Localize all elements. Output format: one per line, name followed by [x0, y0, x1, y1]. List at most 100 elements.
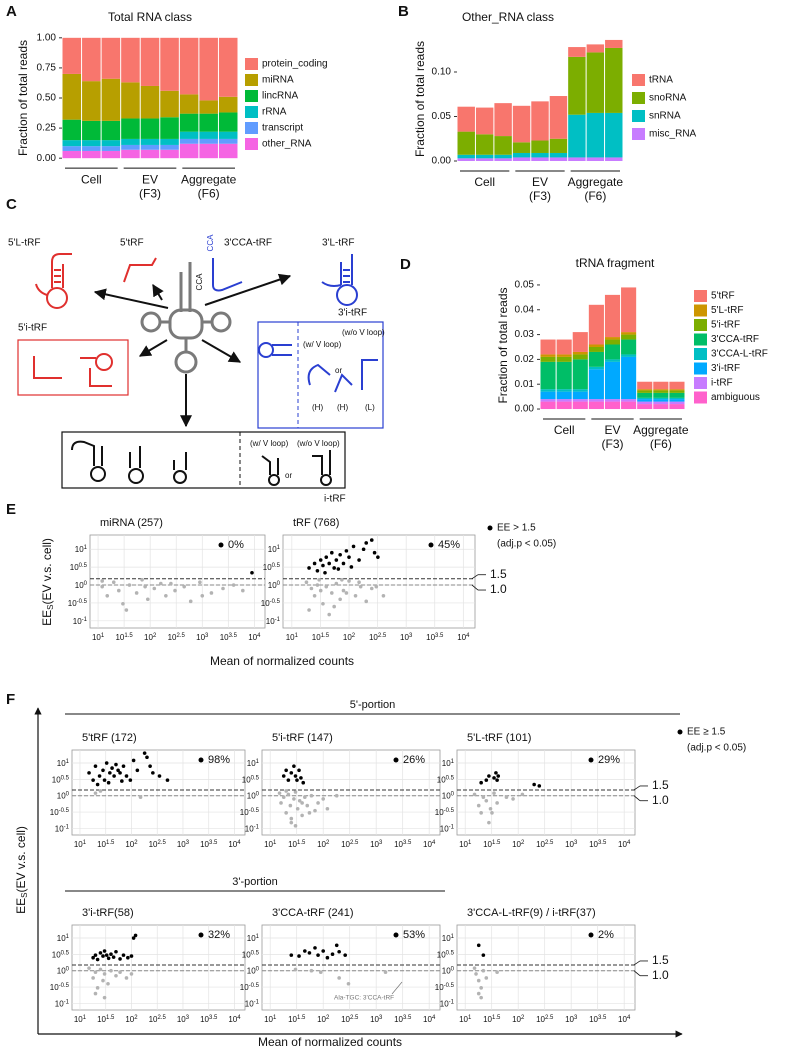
- point: [151, 771, 155, 775]
- bar-segment: [199, 100, 218, 114]
- tick-exponent: 1.5: [297, 840, 306, 846]
- annotation-marker: [393, 932, 399, 938]
- bar-segment: [121, 144, 140, 150]
- point: [316, 953, 320, 957]
- bar-segment: [160, 144, 179, 150]
- legend-label: miRNA: [262, 75, 294, 86]
- bar-segment: [588, 346, 604, 352]
- group-label: Cell: [554, 423, 575, 437]
- annotation-marker: [393, 757, 399, 763]
- tick-base: 10: [565, 1015, 574, 1024]
- bar-segment: [556, 356, 572, 362]
- section-header: 5'-portion: [350, 699, 396, 711]
- tick-exponent: 4: [466, 633, 470, 639]
- point: [337, 949, 341, 954]
- x-tick-label: 102.5: [536, 1015, 554, 1025]
- label-arrow: [633, 960, 641, 966]
- point: [293, 824, 298, 828]
- point: [101, 768, 105, 773]
- point: [289, 953, 294, 957]
- point: [93, 953, 98, 957]
- tick-exponent: 3.5: [209, 840, 218, 846]
- point: [100, 579, 104, 583]
- point: [108, 771, 112, 775]
- bar-segment: [637, 390, 653, 393]
- tick-exponent: 3: [186, 840, 190, 846]
- bar-segment: [540, 401, 556, 410]
- tick-exponent: 3.5: [403, 840, 412, 846]
- point: [369, 538, 374, 542]
- point: [381, 594, 386, 598]
- tick-base: 10: [168, 633, 177, 642]
- point: [300, 801, 304, 805]
- bar-segment: [556, 389, 572, 392]
- tick-exponent: 3.5: [598, 840, 607, 846]
- x-tick-label: 102: [144, 633, 157, 643]
- panel-title: tRF (768): [293, 517, 339, 529]
- tick-exponent: 2: [326, 1015, 330, 1021]
- point: [91, 778, 95, 782]
- point: [351, 544, 356, 549]
- x-tick-label: 102: [125, 840, 138, 850]
- tick-exponent: 3.5: [209, 1015, 218, 1021]
- point: [145, 597, 150, 602]
- point: [338, 552, 342, 557]
- legend-swatch: [694, 348, 707, 360]
- tick-exponent: -1: [449, 824, 455, 830]
- point: [297, 954, 301, 958]
- reference-label: 1.5: [652, 953, 669, 967]
- bar-segment: [669, 397, 685, 400]
- tick-exponent: -0.5: [270, 599, 281, 605]
- legend-note: (adj.p < 0.05): [687, 743, 746, 754]
- percent-annotation: 53%: [403, 929, 425, 941]
- point: [496, 774, 501, 778]
- point: [316, 801, 320, 805]
- reference-label: 1.5: [652, 778, 669, 792]
- annotation-marker: [198, 932, 204, 938]
- label-sub: S: [20, 893, 29, 898]
- bar-segment: [218, 37, 238, 97]
- plot-frame: [456, 924, 636, 1011]
- tick-base: 10: [74, 840, 83, 849]
- tick-base: 10: [512, 840, 521, 849]
- tick-base: 10: [341, 840, 350, 849]
- bar-segment: [540, 389, 556, 392]
- legend-swatch: [632, 74, 645, 86]
- bar-segment: [572, 359, 588, 390]
- group-label: EV: [604, 423, 620, 437]
- bar-segment: [160, 90, 179, 118]
- point: [358, 584, 363, 589]
- tick-base: 10: [512, 1015, 521, 1024]
- y-tick-label: 101: [268, 545, 281, 555]
- tick-base: 10: [483, 1015, 492, 1024]
- tick-exponent: -0.5: [59, 983, 70, 989]
- panel-title: miRNA (257): [100, 517, 163, 529]
- point: [344, 549, 349, 553]
- bar-segment: [62, 150, 82, 159]
- bar-segment: [62, 119, 82, 141]
- y-tick-label: 100.5: [70, 563, 88, 573]
- bar-segment: [556, 354, 572, 357]
- x-tick-label: 101.5: [97, 840, 115, 850]
- point: [124, 774, 129, 778]
- bar-segment: [160, 37, 179, 91]
- point: [118, 970, 122, 975]
- tick-exponent: 0: [256, 966, 260, 972]
- legend-swatch: [694, 304, 707, 317]
- y-tick-label: 0.03: [515, 329, 535, 340]
- group-label: Cell: [81, 172, 102, 186]
- point: [321, 797, 326, 801]
- legend-label: ambiguous: [711, 392, 760, 403]
- note: Ala-TGC: 3'CCA-tRF: [334, 995, 394, 1002]
- point: [304, 580, 309, 584]
- bar-segment: [121, 82, 140, 119]
- bar-segment: [82, 150, 101, 159]
- y-tick-label: 1.00: [37, 32, 57, 43]
- tick-base: 10: [369, 633, 378, 642]
- tick-base: 10: [55, 1000, 64, 1009]
- point: [476, 978, 481, 983]
- bar-segment: [218, 112, 238, 132]
- plot-frame: [282, 534, 476, 629]
- y-tick-label: 10-1: [440, 999, 455, 1009]
